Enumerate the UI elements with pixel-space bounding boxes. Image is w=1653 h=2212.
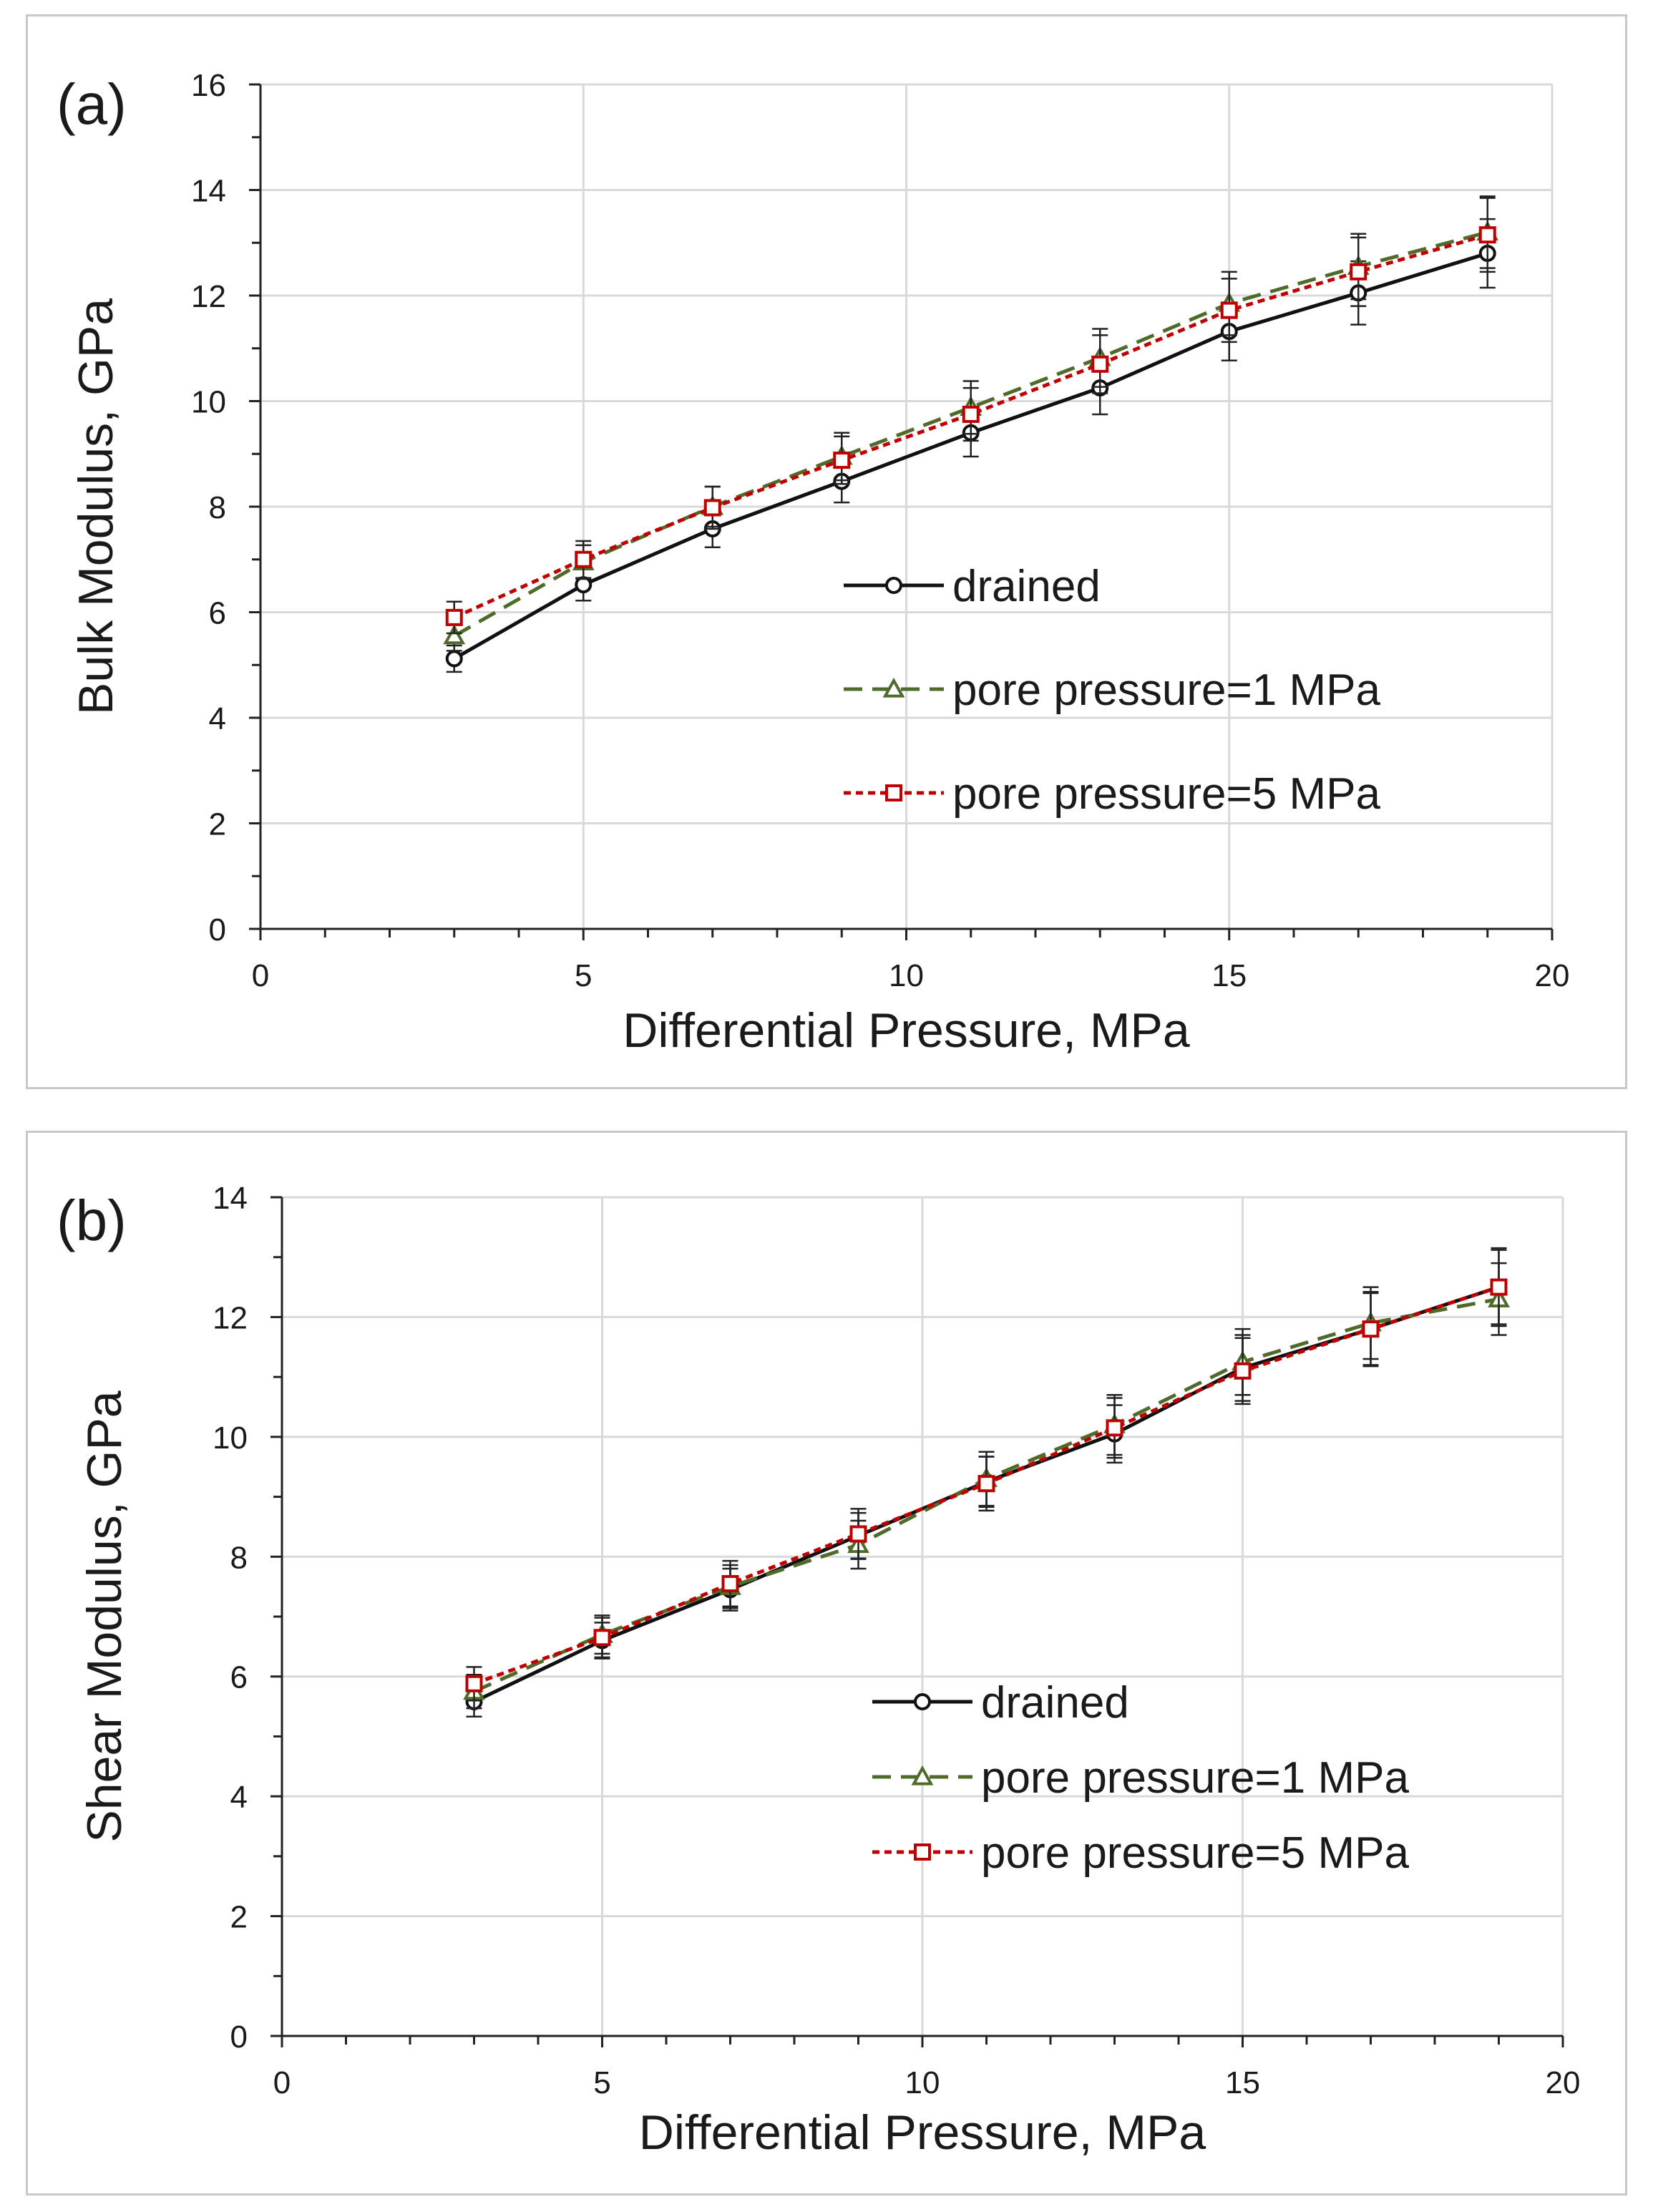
charta-data-point-2-4	[962, 405, 980, 423]
charta-data-point-2-6	[1220, 301, 1238, 319]
chartb-data-point-2-2	[721, 1574, 739, 1592]
charta-y-tick-label: 0	[209, 912, 226, 947]
chartb-legend-marker-0	[914, 1693, 931, 1710]
chartb-y-tick-label: 10	[213, 1421, 248, 1456]
chartb-series-2	[465, 1249, 1508, 1702]
chartb-y-tick-label: 4	[230, 1780, 248, 1815]
charta-x-tick-label: 5	[575, 958, 592, 993]
charta-data-point-2-3	[833, 452, 851, 469]
chartb-data-point-2-1	[593, 1629, 611, 1647]
charta-gridlines	[260, 83, 1554, 929]
chartb-gridlines	[282, 1196, 1564, 2036]
charta-x-axis-label: Differential Pressure, MPa	[623, 1003, 1190, 1058]
charta-x-tick-label: 20	[1535, 958, 1570, 993]
chartb-y-tick-label: 2	[230, 1900, 248, 1935]
charta-legend-label-1: pore pressure=1 MPa	[952, 666, 1380, 715]
charta-y-tick-label: 16	[191, 68, 226, 103]
charta-legend-label-2: pore pressure=5 MPa	[952, 769, 1380, 819]
chartb-x-tick-label: 10	[905, 2065, 940, 2100]
chartb-y-axis-label: Shear Modulus, GPa	[77, 1390, 132, 1842]
charta-data-point-0-0	[445, 650, 463, 668]
chartb-x-axis-label: Differential Pressure, MPa	[639, 2105, 1206, 2160]
chartb-data-point-2-6	[1234, 1362, 1252, 1380]
chartb-data-point-2-0	[465, 1675, 483, 1692]
charta-data-point-2-7	[1350, 263, 1367, 281]
charta-data-point-2-5	[1091, 355, 1109, 373]
charta-y-tick-label: 2	[209, 807, 226, 842]
charta-series-2	[445, 197, 1496, 635]
chartb-y-tick-label: 14	[213, 1181, 248, 1216]
charta-data-point-2-1	[575, 550, 593, 568]
chartb-legend-marker-1	[911, 1765, 934, 1785]
charta-y-tick-label: 10	[191, 385, 226, 420]
chartb-legend-label-1: pore pressure=1 MPa	[981, 1753, 1409, 1803]
chartb-legend-marker-2	[914, 1843, 931, 1861]
chartb-data-point-2-4	[977, 1475, 995, 1493]
chartb-legend-label-0: drained	[981, 1678, 1129, 1728]
chartb-x-tick-label: 15	[1225, 2065, 1260, 2100]
charta-legend-label-0: drained	[952, 562, 1101, 611]
chartb-data-point-2-3	[849, 1525, 867, 1543]
chartb-y-tick-label: 8	[230, 1540, 248, 1575]
chartb-x-tick-label: 5	[593, 2065, 610, 2100]
chartb-legend: drained pore pressure=1 MPa pore pressure=…	[872, 1678, 1409, 1878]
charta-data-point-2-8	[1478, 226, 1496, 244]
chartb-x-tick-label: 20	[1546, 2065, 1581, 2100]
charta-y-tick-label: 14	[191, 174, 226, 209]
charta-y-axis-label: Bulk Modulus, GPa	[69, 298, 123, 715]
charta-x-tick-label: 15	[1211, 958, 1247, 993]
charta-x-tick-label: 10	[889, 958, 924, 993]
charta-legend-marker-2	[885, 784, 902, 802]
chartb-y-tick-label: 12	[213, 1300, 248, 1335]
chart-b-svg: 0 5 10 15 20 0 2 4 6 8 10 12 14 Differential Pressure…	[57, 1181, 1581, 2160]
chartb-legend-label-2: pore pressure=5 MPa	[981, 1828, 1409, 1878]
charta-data-point-2-2	[703, 499, 721, 517]
chartb-x-tick-label: 0	[273, 2065, 291, 2100]
charta-legend: drained pore pressure=1 MPa pore pressure=…	[844, 562, 1380, 819]
charta-legend-marker-1	[882, 677, 905, 698]
chartb-panel-label: (b)	[57, 1189, 127, 1252]
chartb-y-tick-label: 6	[230, 1660, 248, 1695]
charta-y-tick-label: 4	[209, 701, 226, 736]
charta-panel-label: (a)	[57, 72, 127, 136]
charta-legend-marker-0	[885, 577, 902, 594]
chart-panel-b: 0 5 10 15 20 0 2 4 6 8 10 12 14 Differential Pressure…	[26, 1131, 1627, 2196]
chartb-y-tick-label: 0	[230, 2019, 248, 2055]
charta-series-line-1	[453, 230, 1488, 638]
charta-data-point-2-0	[445, 608, 463, 626]
chartb-data-point-2-5	[1106, 1419, 1123, 1437]
chart-a-svg: 0 5 10 15 20 0 2 4 6 8 10 12 14 16 Differential Pressu…	[57, 68, 1570, 1058]
chart-panel-a: 0 5 10 15 20 0 2 4 6 8 10 12 14 16 Differential Pressu…	[26, 14, 1627, 1089]
chartb-data-point-2-8	[1490, 1278, 1508, 1296]
charta-x-tick-label: 0	[252, 958, 269, 993]
charta-series-line-2	[453, 233, 1488, 620]
chartb-data-point-2-7	[1362, 1320, 1380, 1338]
charta-y-tick-label: 12	[191, 279, 226, 314]
charta-y-tick-label: 6	[209, 596, 226, 631]
charta-y-tick-label: 8	[209, 490, 226, 525]
charta-data-point-1-0	[443, 624, 466, 645]
